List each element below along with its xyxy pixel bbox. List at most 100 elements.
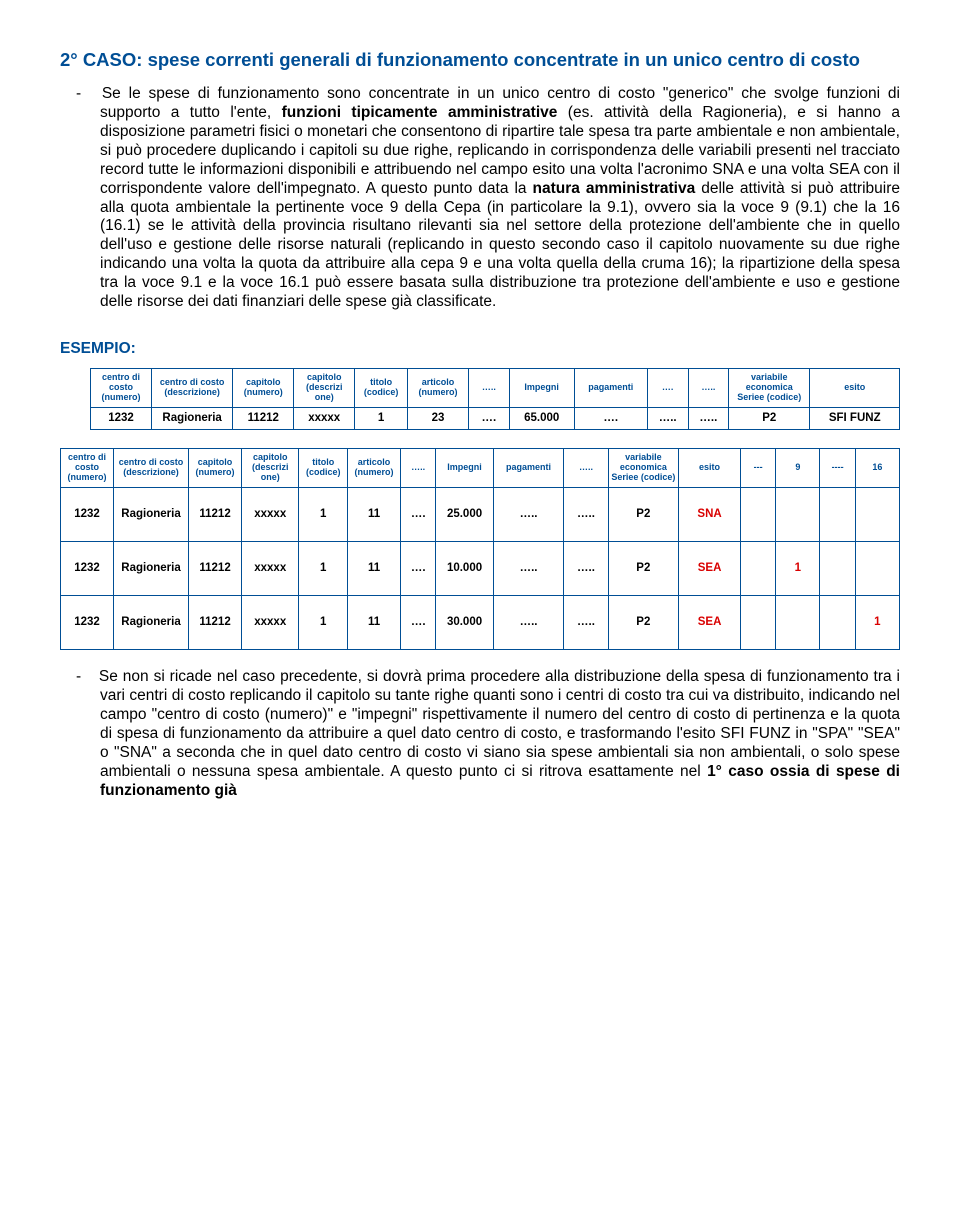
table-2-header: centro di costo (numero)centro di costo … [61,449,900,488]
table-header-cell: capitolo (descrizi one) [294,369,355,408]
table-header-cell: --- [740,449,775,488]
table-cell [740,488,775,542]
table-cell: ….. [647,407,688,430]
table-header-cell: Impegni [509,369,574,408]
table-row: 1232Ragioneria11212xxxxx111….25.000…..….… [61,488,900,542]
table-cell [855,542,899,596]
table-cell: ….. [688,407,729,430]
table-cell: SEA [679,542,741,596]
table-header-cell: 16 [855,449,899,488]
table-cell: 1 [299,542,348,596]
table-cell: 25.000 [436,488,493,542]
table-header-cell: titolo (codice) [355,369,408,408]
table-cell: 1 [355,407,408,430]
table-header-cell: centro di costo (descrizione) [151,369,232,408]
table-cell: Ragioneria [113,596,188,650]
table-cell [820,542,855,596]
page-heading: 2° CASO: spese correnti generali di funz… [60,48,900,71]
table-cell: 1232 [91,407,152,430]
table-header-cell: ---- [820,449,855,488]
table-cell [820,596,855,650]
table-cell: 1 [299,488,348,542]
table-cell: xxxxx [242,542,299,596]
table-cell: …. [401,596,436,650]
table-cell: 1232 [61,596,114,650]
table-cell [740,542,775,596]
table-cell: …. [401,542,436,596]
table-row: 1232Ragioneria11212xxxxx111….10.000…..….… [61,542,900,596]
table-header-cell: titolo (codice) [299,449,348,488]
table-cell: 1 [776,542,820,596]
table-cell: 23 [408,407,469,430]
table-cell: P2 [608,542,679,596]
table-header-cell: capitolo (numero) [233,369,294,408]
table-cell: ….. [493,542,564,596]
table-cell: 30.000 [436,596,493,650]
table-header-cell: variabile economica Seriee (codice) [729,369,810,408]
table-cell: P2 [608,488,679,542]
table-cell [776,596,820,650]
table-header-cell: esito [679,449,741,488]
table-cell: Ragioneria [113,542,188,596]
table-1: centro di costo (numero)centro di costo … [90,368,900,430]
table-header-cell: pagamenti [574,369,647,408]
table-cell: ….. [564,596,608,650]
table-header-cell: ….. [469,369,510,408]
table-cell: xxxxx [294,407,355,430]
paragraph-1: - Se le spese di funzionamento sono conc… [100,85,900,312]
table-header-cell: variabile economica Seriee (codice) [608,449,679,488]
table-cell: 1232 [61,488,114,542]
table-cell: xxxxx [242,596,299,650]
table-header-cell: centro di costo (numero) [91,369,152,408]
table-cell: …. [469,407,510,430]
table-header-cell: Impegni [436,449,493,488]
bullet-dash: - [76,668,94,687]
table-cell: P2 [729,407,810,430]
table-cell: SFI FUNZ [810,407,900,430]
table-header-cell: centro di costo (descrizione) [113,449,188,488]
table-cell: SEA [679,596,741,650]
table-header-cell: ….. [688,369,729,408]
table-header-cell: articolo (numero) [348,449,401,488]
table-header-cell: esito [810,369,900,408]
table-cell: 1 [299,596,348,650]
table-cell: 10.000 [436,542,493,596]
table-cell: 11212 [189,596,242,650]
table-cell: 1232 [61,542,114,596]
table-cell: …. [574,407,647,430]
esempio-label: ESEMPIO: [60,340,900,358]
table-cell: xxxxx [242,488,299,542]
table-cell: Ragioneria [113,488,188,542]
table-cell: 11 [348,596,401,650]
table-cell: P2 [608,596,679,650]
table-cell [776,488,820,542]
table-cell: ….. [493,488,564,542]
table-1-header: centro di costo (numero)centro di costo … [91,369,900,408]
table-cell: 11212 [189,488,242,542]
table-cell: 11212 [189,542,242,596]
table-cell: 11 [348,542,401,596]
table-cell: Ragioneria [151,407,232,430]
table-cell: ….. [493,596,564,650]
table-header-cell: centro di costo (numero) [61,449,114,488]
table-cell: 11212 [233,407,294,430]
bullet-dash: - [76,85,94,104]
table-cell: ….. [564,542,608,596]
table-cell: ….. [564,488,608,542]
table-cell: …. [401,488,436,542]
table-cell: SNA [679,488,741,542]
table-header-cell: articolo (numero) [408,369,469,408]
table-cell [820,488,855,542]
table-cell: 65.000 [509,407,574,430]
table-cell [740,596,775,650]
table-cell: 1 [855,596,899,650]
paragraph-1-text: Se le spese di funzionamento sono concen… [100,85,900,310]
table-cell: 11 [348,488,401,542]
table-header-cell: capitolo (descrizi one) [242,449,299,488]
table-row: 1232Ragioneria11212xxxxx111….30.000…..….… [61,596,900,650]
table-header-cell: ….. [401,449,436,488]
table-2: centro di costo (numero)centro di costo … [60,448,900,650]
table-header-cell: ….. [564,449,608,488]
table-header-cell: capitolo (numero) [189,449,242,488]
table-header-cell: …. [647,369,688,408]
